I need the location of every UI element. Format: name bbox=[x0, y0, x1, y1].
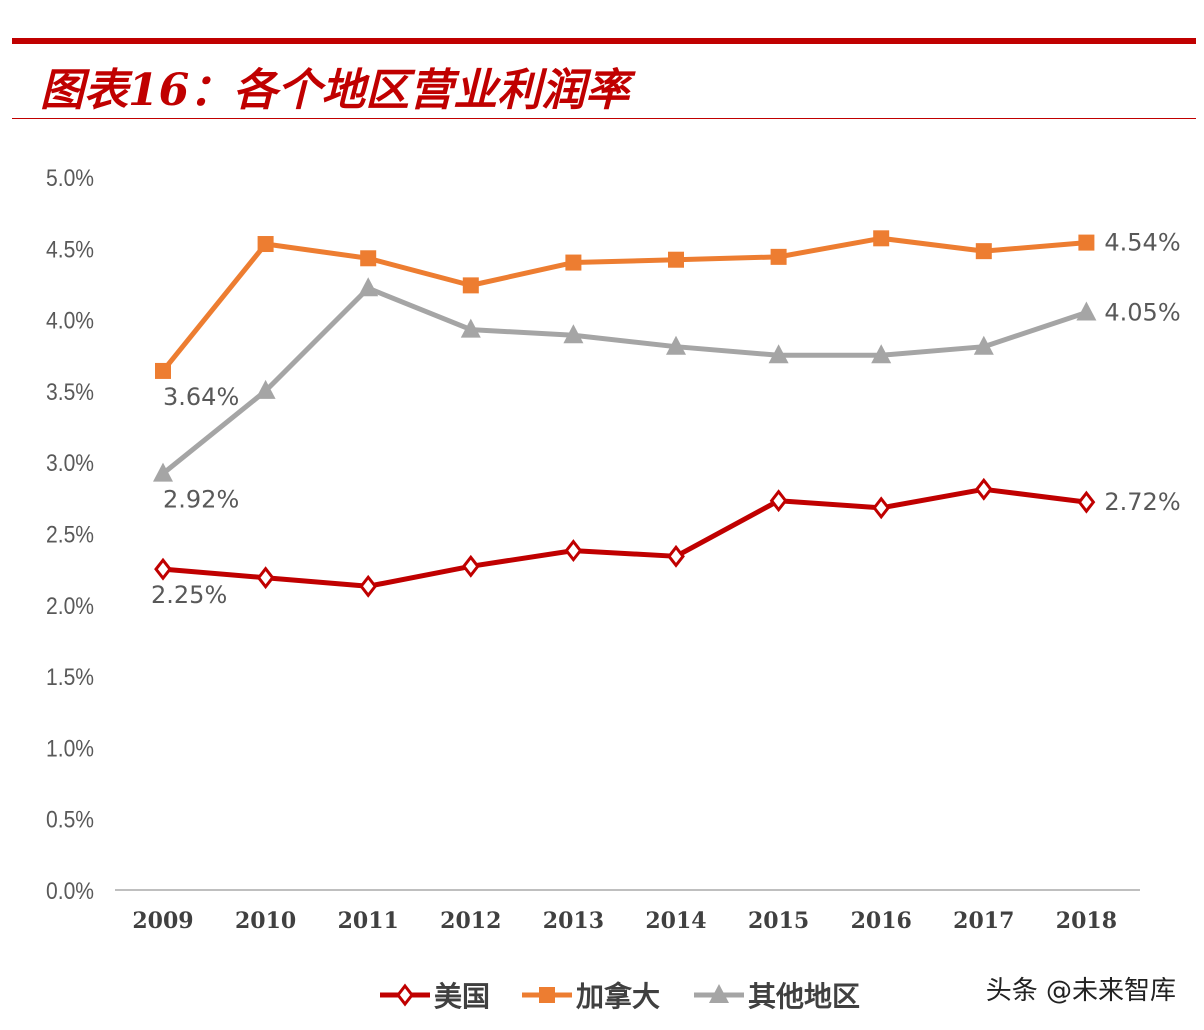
y-tick-label: 1.5% bbox=[46, 664, 94, 691]
diamond-marker bbox=[667, 544, 685, 568]
x-tick-label: 2016 bbox=[851, 908, 912, 934]
square-marker bbox=[257, 236, 274, 253]
x-tick-label: 2009 bbox=[132, 908, 193, 934]
diamond-marker bbox=[769, 489, 788, 513]
square-marker bbox=[155, 362, 171, 379]
y-tick-label: 5.0% bbox=[46, 165, 94, 192]
legend-label: 美国 bbox=[434, 980, 490, 1013]
x-tick-label: 2010 bbox=[235, 908, 296, 934]
x-tick-label: 2011 bbox=[338, 908, 399, 934]
y-tick-label: 4.0% bbox=[46, 308, 94, 335]
watermark: 头条 @未来智库 bbox=[985, 976, 1176, 1006]
title-bar-accent bbox=[12, 38, 1196, 44]
diamond-marker bbox=[872, 496, 891, 520]
diamond-marker bbox=[564, 539, 583, 563]
series-line-0 bbox=[162, 486, 1087, 589]
diamond-marker bbox=[461, 554, 480, 578]
triangle-marker bbox=[563, 324, 584, 344]
data-label: 4.54% bbox=[1104, 229, 1180, 257]
triangle-marker bbox=[358, 277, 379, 297]
diamond-marker bbox=[974, 477, 993, 501]
triangle-marker bbox=[153, 462, 173, 482]
series-line-1 bbox=[161, 235, 1087, 373]
chart-title: 图表16：各个地区营业利润率 bbox=[40, 65, 630, 116]
square-marker bbox=[462, 277, 479, 294]
triangle-marker bbox=[768, 344, 789, 364]
title-divider bbox=[12, 118, 1196, 119]
triangle-marker bbox=[871, 344, 892, 364]
y-tick-label: 2.5% bbox=[46, 522, 94, 549]
square-marker bbox=[360, 250, 377, 267]
square-marker bbox=[770, 248, 787, 265]
series-line-2 bbox=[161, 285, 1088, 476]
x-tick-label: 2017 bbox=[953, 908, 1014, 934]
data-label: 4.05% bbox=[1104, 298, 1180, 326]
y-tick-label: 3.0% bbox=[46, 450, 94, 477]
x-tick-label: 2018 bbox=[1056, 908, 1117, 934]
x-tick-label: 2013 bbox=[543, 908, 604, 934]
square-marker bbox=[1078, 234, 1095, 251]
diamond-marker bbox=[154, 557, 172, 581]
legend-label: 加拿大 bbox=[576, 980, 660, 1013]
y-tick-label: 1.0% bbox=[46, 735, 94, 762]
y-tick-label: 3.5% bbox=[46, 379, 94, 406]
y-tick-label: 2.0% bbox=[46, 593, 94, 620]
legend-diamond-icon bbox=[396, 983, 414, 1007]
x-tick-label: 2012 bbox=[440, 908, 501, 934]
data-label: 2.92% bbox=[163, 486, 239, 514]
data-label: 3.64% bbox=[163, 383, 239, 411]
triangle-marker bbox=[1076, 301, 1097, 321]
legend-triangle-icon bbox=[709, 984, 729, 1003]
data-label: 2.72% bbox=[1104, 488, 1180, 516]
square-marker bbox=[873, 230, 890, 247]
square-marker bbox=[565, 254, 582, 271]
legend-label: 其他地区 bbox=[748, 980, 860, 1013]
triangle-marker bbox=[255, 379, 276, 399]
legend-square-icon bbox=[539, 987, 555, 1003]
triangle-marker bbox=[666, 335, 686, 355]
triangle-marker bbox=[460, 318, 481, 338]
diamond-marker bbox=[1077, 490, 1096, 514]
square-marker bbox=[975, 243, 992, 260]
square-marker bbox=[668, 251, 684, 268]
diamond-marker bbox=[256, 566, 275, 590]
x-tick-label: 2014 bbox=[645, 908, 706, 934]
y-tick-label: 0.0% bbox=[46, 878, 94, 905]
x-tick-label: 2015 bbox=[748, 908, 809, 934]
triangle-marker bbox=[973, 335, 994, 355]
diamond-marker bbox=[359, 574, 378, 598]
y-tick-label: 4.5% bbox=[46, 236, 94, 263]
y-tick-label: 0.5% bbox=[46, 807, 94, 834]
data-label: 2.25% bbox=[151, 581, 227, 609]
